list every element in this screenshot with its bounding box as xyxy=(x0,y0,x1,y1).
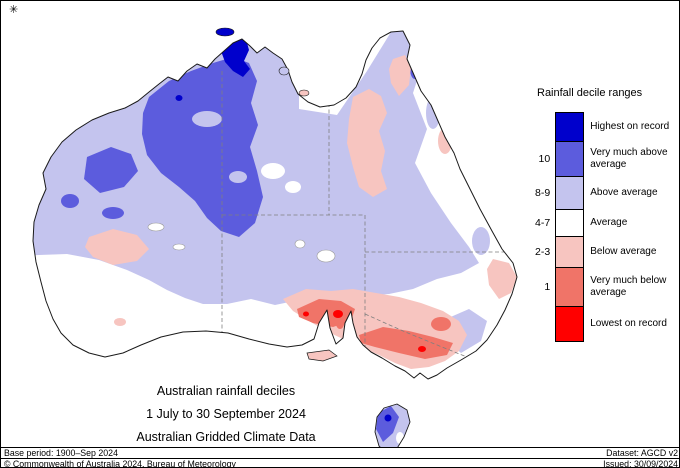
legend-label: Very much above average xyxy=(590,147,668,170)
region-below-ne-coast xyxy=(438,128,452,154)
island-tiwi xyxy=(215,27,235,37)
legend-row-average: 4-7 Average xyxy=(529,209,679,237)
region-very-much-above-wa-2 xyxy=(102,207,124,219)
legend-row-above: 8-9 Above average xyxy=(529,176,679,210)
legend-number: 10 xyxy=(538,153,551,165)
region-below-sw-spec xyxy=(114,318,126,326)
legend-label: Average xyxy=(590,217,628,228)
region-highest-on-record-spec xyxy=(175,95,183,101)
region-very-much-above-wa-1 xyxy=(61,194,79,208)
region-above-hole-2 xyxy=(229,171,247,183)
base-period-text: Base period: 1900–Sep 2024 xyxy=(4,448,118,458)
region-very-much-above-pilbara xyxy=(84,147,138,193)
caption-period: 1 July to 30 September 2024 xyxy=(146,407,306,421)
issued-text: Issued: 30/09/2024 xyxy=(603,459,678,468)
region-below-gulf-country xyxy=(347,89,387,197)
legend-row-very-much-above: 10 Very much above average xyxy=(529,141,679,177)
legend-swatch-average xyxy=(555,209,585,237)
lake-eyre xyxy=(316,249,336,263)
region-tas-highest xyxy=(384,414,392,422)
region-above-average-fraser-coast xyxy=(472,227,490,255)
lake-torrens xyxy=(294,239,306,249)
region-lowest-on-record-3 xyxy=(303,311,309,317)
legend-label: Very much below average xyxy=(590,275,667,298)
region-very-much-above-nt-kimberley xyxy=(142,57,263,237)
state-borders xyxy=(221,71,517,361)
legend-swatch-highest xyxy=(555,112,585,142)
region-average-patch-1 xyxy=(261,163,285,179)
corner-mark: ✳ xyxy=(9,4,19,16)
island-kangaroo xyxy=(306,349,338,362)
legend-label: Lowest on record xyxy=(590,318,667,329)
region-tas-very-much-above xyxy=(376,406,399,442)
legend: Rainfall decile ranges Highest on record… xyxy=(529,87,679,342)
dataset-text: Dataset: AGCD v2 xyxy=(606,448,678,458)
legend-row-very-much-below: 1 Very much below average xyxy=(529,267,679,307)
region-below-se-qld-coast xyxy=(487,259,517,299)
border-nsw-vic xyxy=(364,313,473,360)
legend-title: Rainfall decile ranges xyxy=(537,87,643,99)
legend-row-below: 2-3 Below average xyxy=(529,236,679,268)
legend-label: Below average xyxy=(590,246,657,257)
legend-number: 4-7 xyxy=(535,217,551,229)
caption-title: Australian rainfall deciles xyxy=(156,384,296,398)
region-above-hole-1 xyxy=(192,111,222,127)
region-average-patch-2 xyxy=(285,181,301,193)
region-below-cape-york xyxy=(389,55,411,96)
region-below-wa xyxy=(85,229,149,265)
region-lowest-on-record-1 xyxy=(333,310,343,318)
legend-number xyxy=(529,306,555,342)
legend-swatch-very-much-below xyxy=(555,267,585,307)
legend-row-highest: Highest on record xyxy=(529,112,679,142)
map-caption: Australian rainfall deciles 1 July to 30… xyxy=(86,384,366,453)
copyright-text: © Commonwealth of Australia 2024, Bureau… xyxy=(4,459,236,468)
legend-label: Highest on record xyxy=(590,121,670,132)
lake-wa-1 xyxy=(147,222,165,232)
legend-number: 1 xyxy=(544,281,551,293)
footer-row-1: Base period: 1900–Sep 2024 Dataset: AGCD… xyxy=(1,447,679,458)
legend-swatch-below xyxy=(555,236,585,268)
legend-number: 8-9 xyxy=(535,187,551,199)
legend-row-lowest: Lowest on record xyxy=(529,306,679,342)
legend-swatch-very-much-above xyxy=(555,141,585,177)
legend-number: 2-3 xyxy=(535,246,551,258)
island-groote xyxy=(278,66,290,76)
legend-number xyxy=(529,112,555,142)
legend-swatch-above xyxy=(555,176,585,210)
legend-label: Above average xyxy=(590,187,658,198)
caption-dataset-name: Australian Gridded Climate Data xyxy=(136,430,316,444)
region-very-much-below-nsw xyxy=(431,317,451,331)
region-tas-average xyxy=(396,432,404,444)
island-mornington xyxy=(298,89,310,97)
lake-wa-2 xyxy=(172,243,186,251)
region-lowest-on-record-2 xyxy=(418,346,426,352)
footer-row-2: © Commonwealth of Australia 2024, Bureau… xyxy=(1,458,679,468)
legend-swatch-lowest xyxy=(555,306,585,342)
region-very-much-below-mallee xyxy=(359,327,453,359)
